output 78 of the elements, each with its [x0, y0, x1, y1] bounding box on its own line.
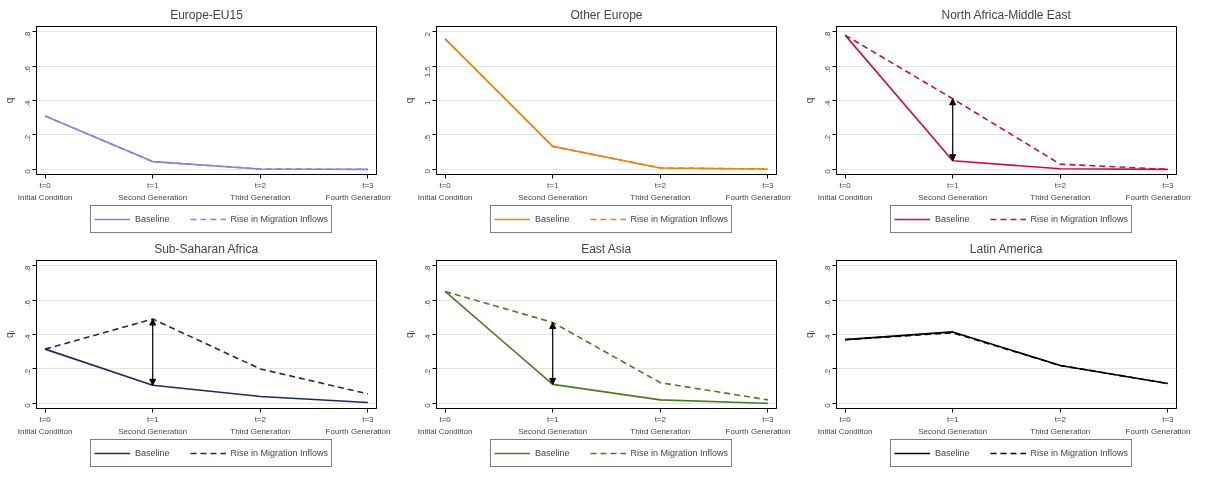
y-tick-label: .4 [23, 333, 32, 342]
chart-title: Latin America [969, 241, 1043, 256]
legend-label: Baseline [534, 448, 570, 458]
y-axis-title: qᵢ [3, 330, 15, 339]
y-tick-label: .6 [823, 299, 832, 307]
y-tick-label: 0 [23, 168, 32, 174]
category-label: t=0 Initial Condition [17, 180, 73, 202]
category-label: t=3 Fourth Generation [725, 180, 791, 202]
y-tick-label: .4 [823, 99, 832, 108]
category-label: t=1 Second Generation [518, 414, 588, 436]
y-tick-label: .8 [23, 265, 32, 273]
chart-title: East Asia [581, 241, 632, 256]
legend-label: Baseline [134, 448, 170, 458]
y-tick-label: 1 [423, 99, 432, 105]
category-label: t=0 Initial Condition [817, 414, 873, 436]
legend-label: Baseline [134, 214, 170, 224]
category-label: t=0 Initial Condition [817, 180, 873, 202]
category-label: t=3 Fourth Generation [725, 414, 791, 436]
y-tick-label: 2 [423, 31, 432, 37]
y-tick-label: .4 [23, 99, 32, 108]
legend-label: Rise in Migration Inflows [230, 448, 329, 458]
category-label: t=3 Fourth Generation [1125, 414, 1191, 436]
chart-title: Europe-EU15 [170, 7, 244, 22]
y-tick-label: 0 [823, 168, 832, 174]
y-tick-label: .4 [823, 333, 832, 342]
category-label: t=3 Fourth Generation [1125, 180, 1191, 202]
y-axis-title: q [803, 97, 815, 104]
y-tick-label: .2 [823, 368, 832, 376]
y-tick-label: .8 [823, 265, 832, 273]
y-axis-title: q [3, 97, 15, 104]
category-label: t=0 Initial Condition [17, 414, 73, 436]
category-label: t=2 Third Generation [630, 414, 691, 436]
y-tick-label: .2 [423, 368, 432, 376]
y-tick-label: .2 [23, 134, 32, 142]
category-label: t=3 Fourth Generation [325, 180, 391, 202]
y-axis-title: qᵢ [803, 330, 815, 339]
y-tick-label: .8 [823, 31, 832, 39]
legend-label: Baseline [934, 448, 970, 458]
y-tick-label: .6 [423, 299, 432, 307]
y-tick-label: 1.5 [423, 65, 432, 78]
legend-label: Baseline [534, 214, 570, 224]
category-label: t=1 Second Generation [118, 414, 188, 436]
y-tick-label: .8 [423, 265, 432, 273]
chart-title: Sub-Saharan Africa [154, 241, 259, 256]
category-label: t=2 Third Generation [230, 180, 291, 202]
category-label: t=1 Second Generation [918, 180, 988, 202]
y-tick-label: .6 [823, 65, 832, 73]
category-label: t=2 Third Generation [230, 414, 291, 436]
category-label: t=1 Second Generation [118, 180, 188, 202]
category-label: t=3 Fourth Generation [325, 414, 391, 436]
category-label: t=2 Third Generation [1030, 180, 1091, 202]
category-label: t=2 Third Generation [1030, 414, 1091, 436]
legend-label: Rise in Migration Inflows [1030, 448, 1129, 458]
y-tick-label: .2 [23, 368, 32, 376]
legend-label: Rise in Migration Inflows [1030, 214, 1129, 224]
y-tick-label: .2 [823, 134, 832, 142]
category-label: t=0 Initial Condition [417, 414, 473, 436]
legend-label: Rise in Migration Inflows [230, 214, 329, 224]
y-axis-title: qᵢ [403, 330, 415, 339]
chart-title: Other Europe [570, 7, 643, 22]
y-tick-label: 0 [423, 168, 432, 174]
y-axis-title: q [403, 97, 415, 104]
legend-label: Rise in Migration Inflows [630, 214, 729, 224]
y-tick-label: .8 [23, 31, 32, 39]
legend-label: Baseline [934, 214, 970, 224]
y-tick-label: 0 [423, 402, 432, 408]
y-tick-label: .5 [423, 134, 432, 142]
y-tick-label: .6 [23, 65, 32, 73]
y-tick-label: .4 [423, 333, 432, 342]
y-tick-label: 0 [823, 402, 832, 408]
category-label: t=1 Second Generation [918, 414, 988, 436]
y-tick-label: 0 [23, 402, 32, 408]
category-label: t=2 Third Generation [630, 180, 691, 202]
y-tick-label: .6 [23, 299, 32, 307]
legend-label: Rise in Migration Inflows [630, 448, 729, 458]
chart-title: North Africa-Middle East [941, 7, 1072, 22]
category-label: t=0 Initial Condition [417, 180, 473, 202]
category-label: t=1 Second Generation [518, 180, 588, 202]
